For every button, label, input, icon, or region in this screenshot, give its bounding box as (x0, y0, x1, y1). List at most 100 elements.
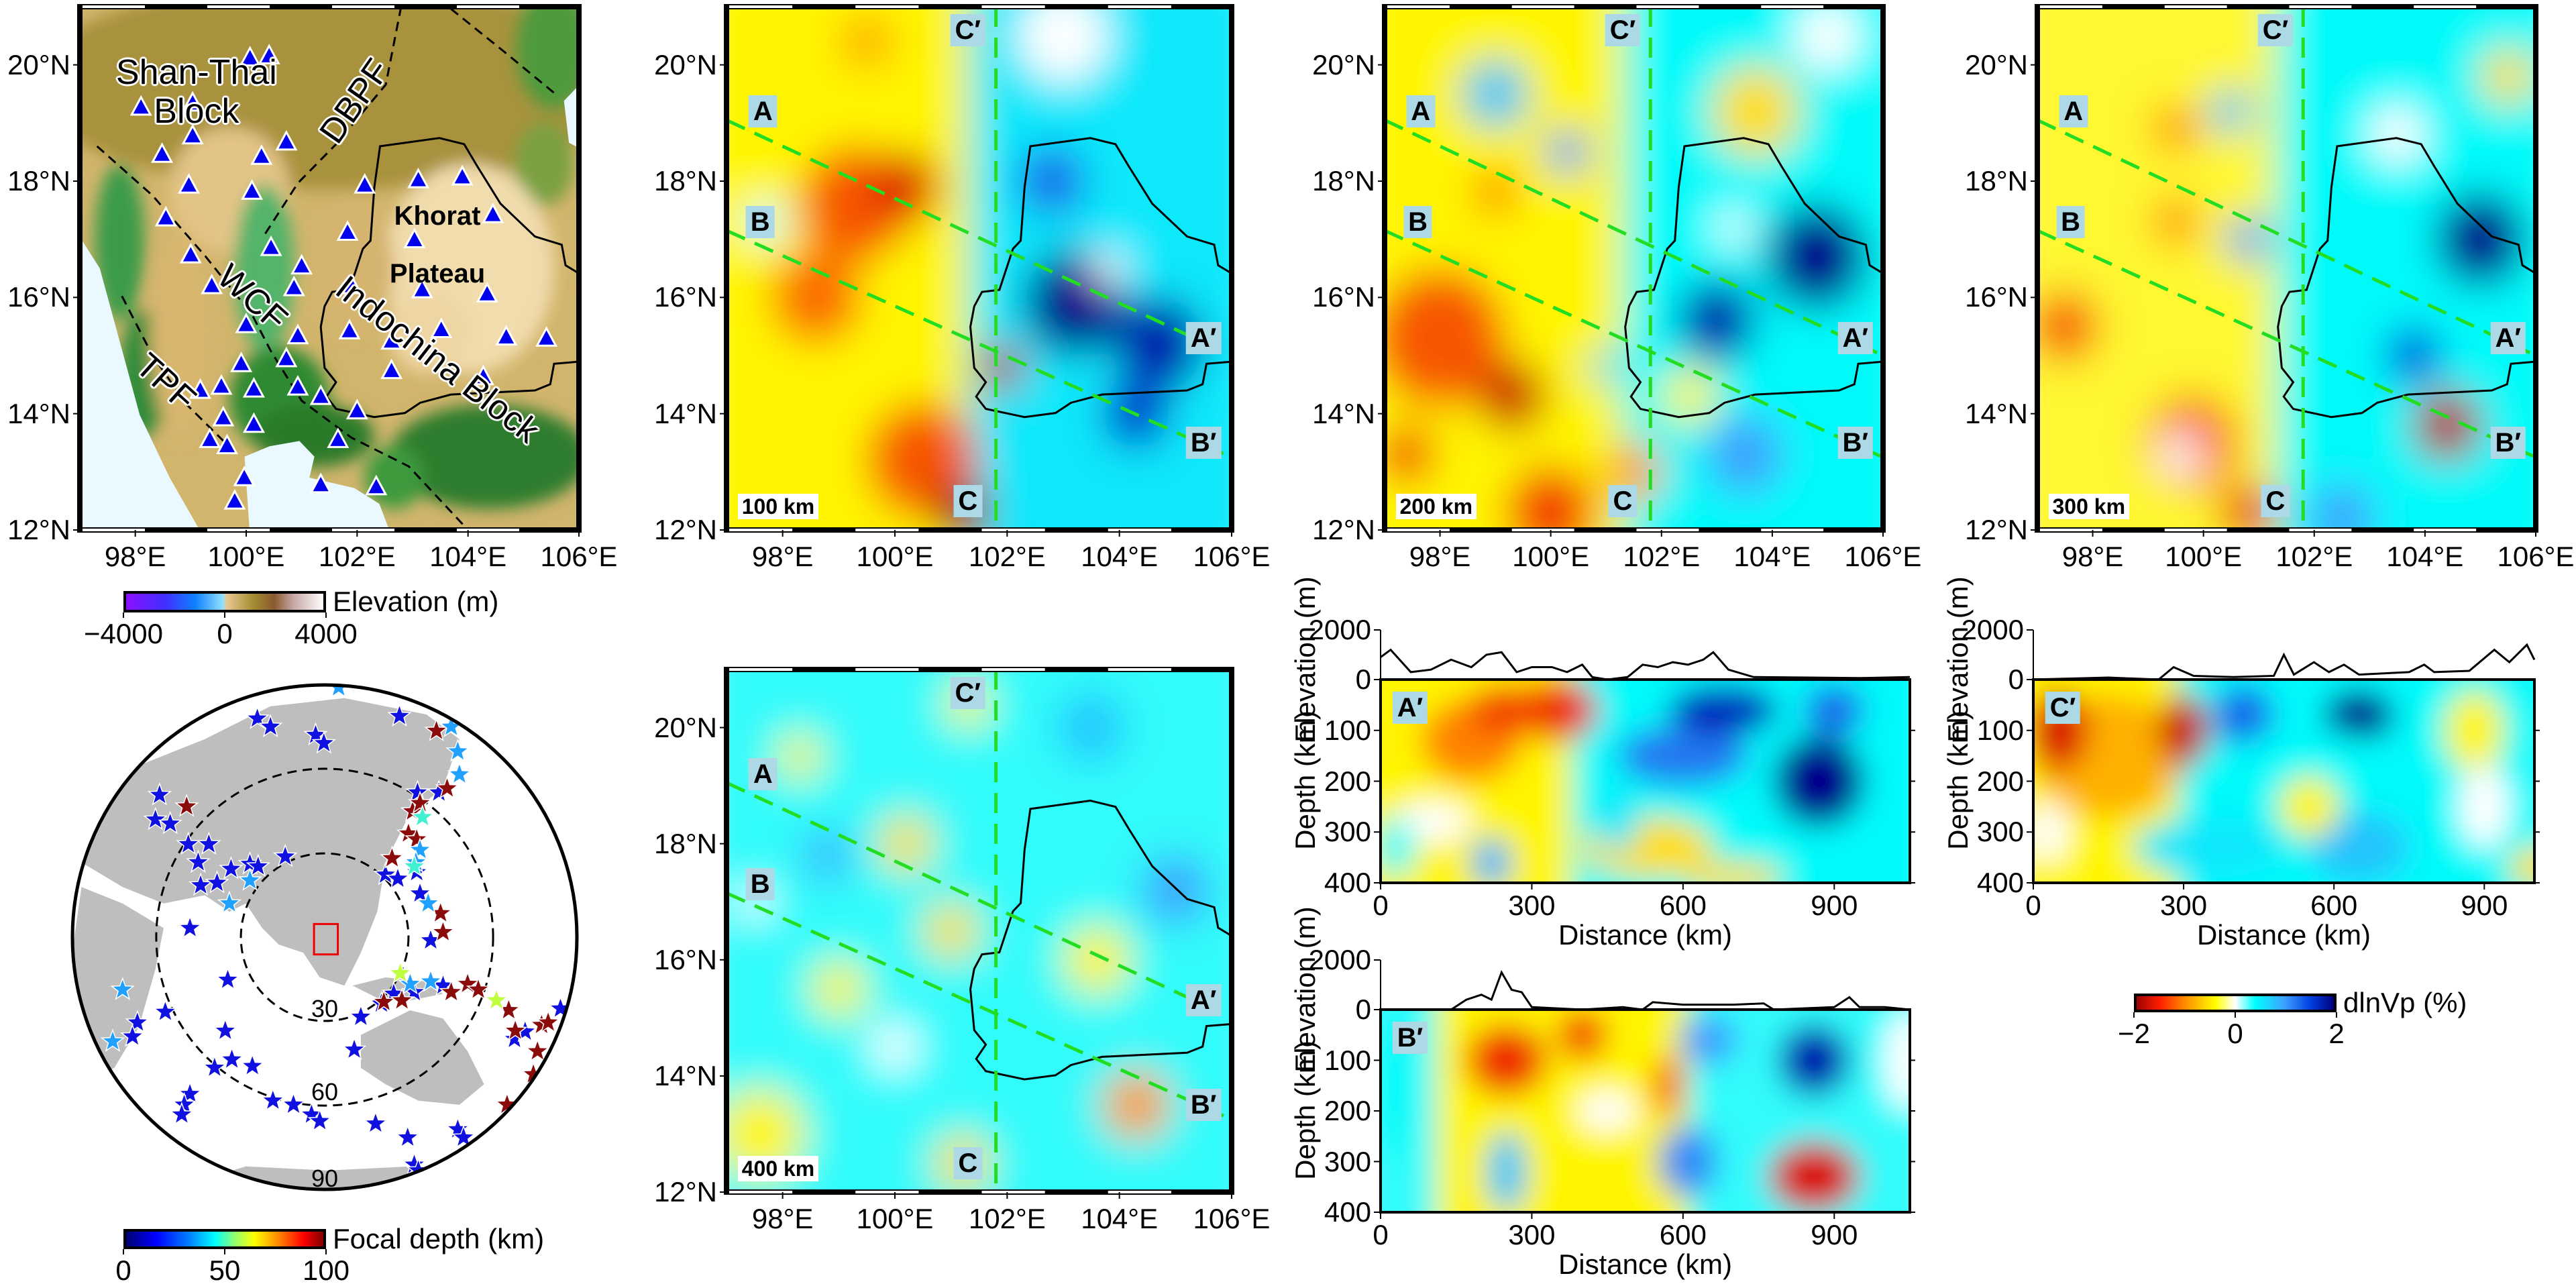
velocity-anomaly (1486, 1131, 1527, 1212)
lat-tick-label: 12°N (7, 514, 70, 545)
elevation-colorbar-tick: 4000 (294, 618, 358, 649)
seismic-station-icon (451, 164, 474, 186)
tomography-map-frame (724, 667, 1234, 1195)
velocity-anomaly (810, 959, 867, 1018)
velocity-anomaly (2279, 775, 2339, 837)
seismic-station-icon (242, 412, 265, 433)
earthquake-star-icon (258, 714, 283, 737)
land-africa (73, 887, 164, 1076)
khorat-plateau-outline (969, 799, 1232, 1081)
profile-label-b-prime: B′ (1837, 427, 1873, 459)
seismic-station-icon (309, 384, 332, 405)
seismic-station-icon (129, 95, 152, 116)
earthquake-star-icon (407, 790, 433, 814)
depth-slice-label: 100 km (737, 494, 819, 520)
lat-tick-label: 14°N (654, 1059, 717, 1091)
velocity-anomaly (1652, 1055, 1683, 1116)
earthquake-star-icon (387, 703, 412, 727)
velocity-anomaly (1018, 7, 1108, 83)
seismic-station-icon (230, 352, 253, 372)
earthquake-star-icon (407, 837, 433, 861)
depth-tick-label: 300 (1324, 1145, 1371, 1177)
velocity-anomaly (1589, 350, 1623, 385)
velocity-anomaly (1506, 466, 1595, 530)
seismic-station-icon (181, 123, 204, 145)
seismic-station-icon (430, 317, 453, 338)
tomography-map-frame (2035, 4, 2538, 533)
earthquake-star-icon (389, 987, 415, 1011)
lon-tick-label: 98°E (104, 541, 166, 572)
velocity-anomaly (1091, 251, 1126, 286)
lat-tick-label: 18°N (1312, 165, 1375, 197)
land-australia (360, 1010, 484, 1105)
earthquake-star-icon (439, 979, 464, 1003)
velocity-anomaly (1661, 367, 1717, 426)
earthquake-star-icon (153, 999, 178, 1022)
velocity-anomaly (1462, 59, 1529, 129)
velocity-anomaly (2444, 690, 2505, 771)
profile-label-a-prime: A′ (2490, 322, 2526, 354)
profile-label-c: C (953, 1146, 983, 1179)
cross-section-3 (1381, 1010, 1910, 1212)
depth-axis-label: Depth (km) (1942, 710, 1974, 850)
profile-label-a-prime: A′ (1185, 322, 1222, 354)
velocity-anomaly (877, 814, 934, 873)
seismic-station-icon (215, 433, 239, 455)
lat-tick-label: 12°N (1312, 514, 1375, 545)
lon-tick-label: 106°E (1193, 1203, 1271, 1234)
tomography-map-3 (2037, 7, 2536, 530)
earthquake-star-icon (110, 977, 135, 1000)
velocity-anomaly (1381, 816, 1416, 878)
seismic-station-icon (411, 277, 433, 299)
earthquake-star-icon (424, 718, 449, 742)
profile-label-b-prime: B′ (1185, 1089, 1222, 1122)
seismic-station-icon (340, 273, 363, 294)
velocity-anomaly (2208, 88, 2253, 135)
velocity-anomaly (872, 1023, 918, 1071)
label-shan-thai: Shan-Thai (115, 52, 277, 92)
earthquake-star-icon (416, 890, 441, 914)
velocity-anomaly (1884, 1010, 1910, 1111)
earthquake-star-icon (143, 806, 168, 830)
seismic-station-icon (179, 242, 202, 264)
velocity-anomaly (2459, 765, 2510, 847)
earthquake-star-icon (466, 977, 491, 1000)
velocity-anomaly (2037, 291, 2098, 362)
fault-ne-line (450, 7, 555, 94)
elevation-colorbar-label: Elevation (m) (333, 586, 499, 617)
seismic-station-icon (242, 377, 265, 398)
focal-depth-colorbar-tick: 100 (302, 1254, 350, 1286)
earthquake-star-icon (213, 1018, 238, 1042)
distance-tick-label: 0 (1373, 1219, 1389, 1250)
lat-tick-label: 16°N (7, 281, 70, 313)
seismic-station-icon (199, 427, 221, 448)
lon-tick-label: 102°E (2275, 541, 2353, 572)
earthquake-star-icon (217, 890, 242, 914)
teleseismic-event-globe (72, 685, 577, 1189)
globe-outline (70, 683, 579, 1191)
lon-tick-label: 104°E (1081, 1203, 1159, 1234)
velocity-anomaly (922, 902, 979, 960)
elevation-tick-label: 0 (1355, 663, 1371, 695)
velocity-anomaly (1385, 425, 1435, 484)
depth-slice-label: 300 km (2048, 494, 2130, 520)
seismic-station-icon (327, 427, 350, 448)
lat-tick-label: 14°N (7, 397, 70, 429)
velocity-anomaly (771, 251, 861, 344)
profile-label-b-prime: B′ (2490, 427, 2526, 459)
velocity-anomaly (1705, 413, 1784, 495)
seismic-station-icon (189, 378, 212, 399)
earthquake-star-icon (535, 1010, 561, 1033)
land-asia (73, 698, 460, 986)
velocity-anomaly (805, 832, 851, 879)
lat-tick-label: 12°N (1965, 514, 2028, 545)
seismic-station-icon (260, 235, 282, 256)
lat-tick-label: 20°N (7, 48, 70, 81)
velocity-anomaly (1385, 268, 1507, 408)
seismic-station-icon (472, 364, 494, 386)
velocity-anomaly (2509, 847, 2534, 883)
earthquake-star-icon (120, 1024, 145, 1047)
velocity-anomaly (1658, 1126, 1719, 1197)
velocity-anomaly (1711, 64, 1801, 158)
velocity-anomaly (2436, 193, 2525, 286)
